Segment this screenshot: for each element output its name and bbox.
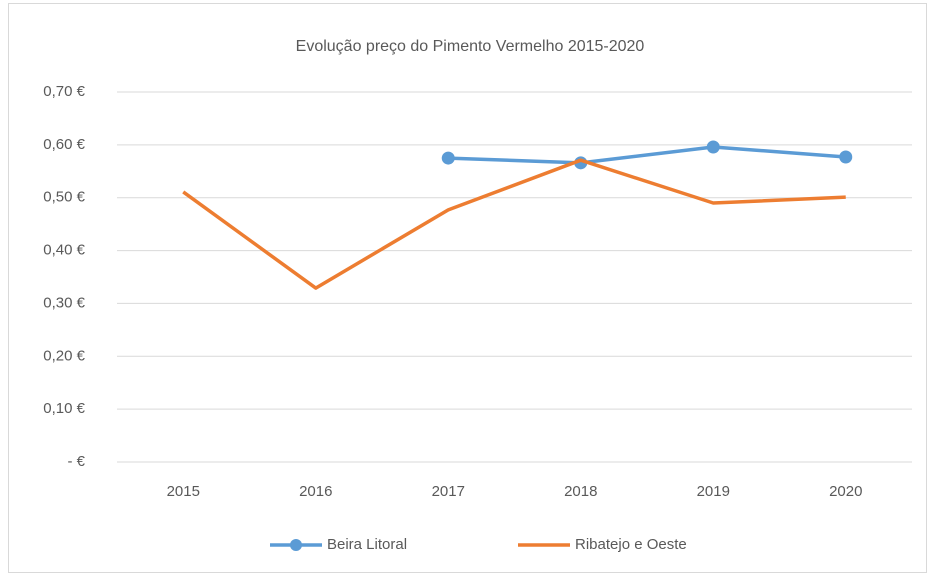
y-tick-label: 0,20 € — [43, 347, 85, 364]
chart-border — [8, 3, 927, 573]
legend-label: Beira Litoral — [327, 536, 407, 553]
y-tick-label: 0,10 € — [43, 400, 85, 417]
x-tick-label: 2017 — [432, 483, 465, 500]
legend-marker — [290, 539, 302, 551]
y-tick-label: 0,60 € — [43, 136, 85, 153]
series-line — [448, 145, 846, 165]
point — [706, 140, 720, 154]
x-tick-label: 2016 — [299, 483, 332, 500]
chart-title: Evolução preço do Pimento Vermelho 2015-… — [296, 38, 645, 55]
series-line — [182, 158, 846, 290]
x-tick-label: 2020 — [829, 483, 862, 500]
y-tick-label: 0,70 € — [43, 83, 85, 100]
legend-label: Ribatejo e Oeste — [575, 536, 687, 553]
y-tick-label: 0,40 € — [43, 242, 85, 259]
x-tick-label: 2018 — [564, 483, 597, 500]
point — [839, 150, 853, 164]
y-tick-label: - € — [67, 453, 85, 470]
x-tick-label: 2015 — [167, 483, 200, 500]
point — [441, 151, 455, 165]
x-tick-label: 2019 — [697, 483, 730, 500]
y-tick-label: 0,30 € — [43, 294, 85, 311]
y-tick-label: 0,50 € — [43, 189, 85, 206]
